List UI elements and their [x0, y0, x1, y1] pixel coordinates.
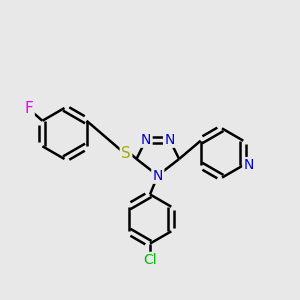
Text: N: N — [141, 133, 151, 146]
Text: N: N — [244, 158, 254, 172]
Text: S: S — [121, 146, 131, 160]
Text: F: F — [25, 101, 33, 116]
Text: N: N — [164, 133, 175, 146]
Text: Cl: Cl — [143, 253, 157, 267]
Text: N: N — [153, 169, 163, 182]
